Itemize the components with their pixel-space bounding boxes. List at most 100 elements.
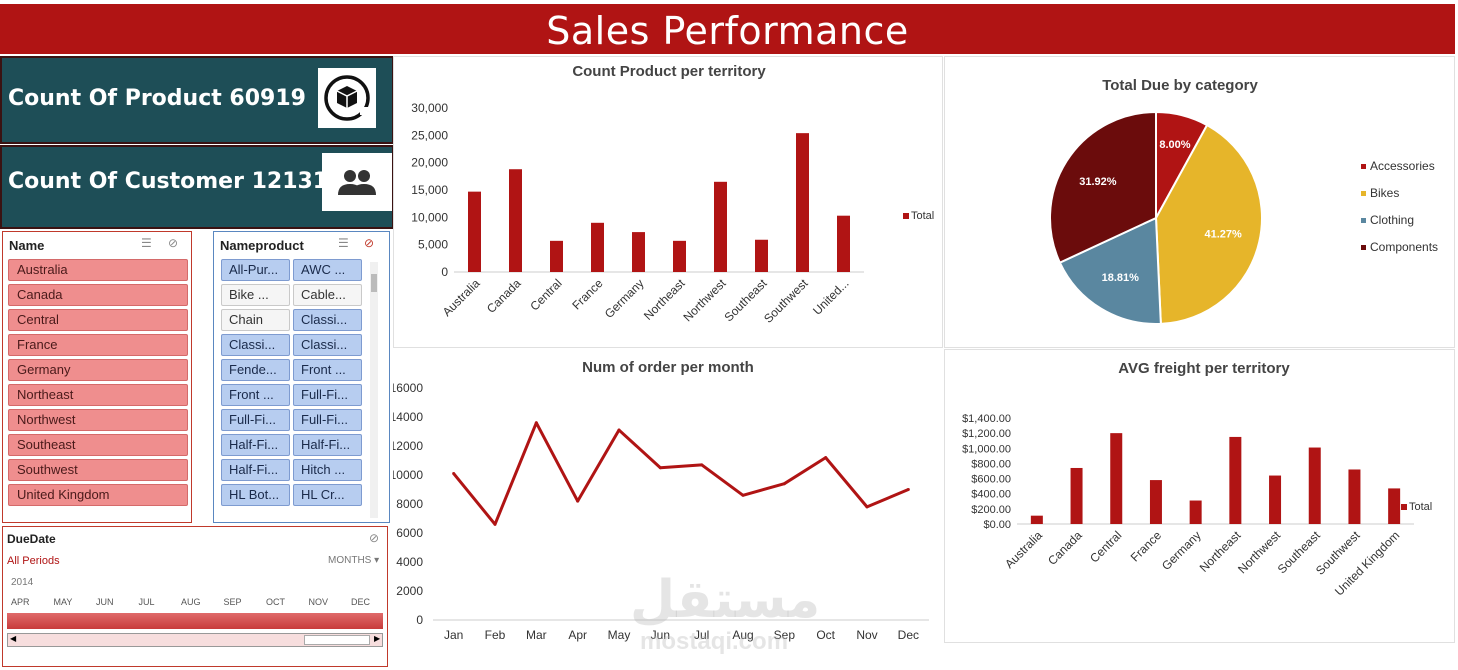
timeline-month-label[interactable]: SEP	[223, 597, 242, 607]
x-tick-label: Aug	[732, 628, 753, 642]
y-tick-label: $1,400.00	[962, 413, 1011, 425]
bar	[673, 240, 686, 272]
product-slicer-item[interactable]: Hitch ...	[293, 459, 362, 481]
name-slicer-item[interactable]: Northeast	[8, 384, 188, 406]
x-tick-label: United...	[810, 276, 852, 318]
name-slicer-item[interactable]: Central	[8, 309, 188, 331]
legend-label: Bikes	[1370, 186, 1399, 200]
product-slicer-scrollbar[interactable]	[370, 262, 378, 518]
x-tick-label: Oct	[816, 628, 835, 642]
timeline-header: DueDate	[7, 532, 56, 546]
legend-label: Clothing	[1370, 213, 1414, 227]
kpi-customer-text: Count Of Customer 121317	[8, 169, 344, 194]
x-tick-label: Jul	[694, 628, 709, 642]
bar	[509, 169, 522, 272]
name-slicer-item[interactable]: Southwest	[8, 459, 188, 481]
bar	[1030, 515, 1043, 524]
bar	[591, 222, 604, 272]
pie-data-label: 18.81%	[1102, 272, 1140, 284]
name-slicer-item[interactable]: United Kingdom	[8, 484, 188, 506]
timeline-scrollbar[interactable]: ◀ ▶	[7, 633, 383, 647]
y-tick-label: 6000	[396, 526, 423, 540]
name-slicer-item[interactable]: France	[8, 334, 188, 356]
y-tick-label: 2000	[396, 584, 423, 598]
clear-filter-icon[interactable]: ⊘	[364, 236, 375, 250]
total-due-panel: Total Due by category 8.00% 41.27% 18.81% 3…	[944, 56, 1455, 348]
product-slicer-item[interactable]: Classi...	[293, 334, 362, 356]
timeline-month-label[interactable]: DEC	[351, 597, 371, 607]
name-slicer-item[interactable]: Northwest	[8, 409, 188, 431]
data-point	[493, 522, 497, 526]
x-tick-label: France	[569, 276, 606, 313]
product-slicer-item[interactable]: HL Bot...	[221, 484, 290, 506]
product-slicer-item[interactable]: Full-Fi...	[293, 409, 362, 431]
product-slicer-item[interactable]: Classi...	[221, 334, 290, 356]
name-slicer-item[interactable]: Southeast	[8, 434, 188, 456]
name-slicer-item[interactable]: Germany	[8, 359, 188, 381]
bar	[1189, 500, 1202, 524]
chart-title-orders-month: Num of order per month	[582, 359, 754, 376]
kpi-customer-card: Count Of Customer 121317	[0, 145, 394, 229]
bar	[1149, 480, 1162, 524]
y-tick-label: $400.00	[971, 489, 1011, 501]
legend-label: Components	[1370, 240, 1438, 254]
data-point	[741, 493, 745, 497]
timeline-month-label[interactable]: OCT	[266, 597, 285, 607]
product-slicer-item[interactable]: All-Pur...	[221, 259, 290, 281]
total-due-chart: 8.00% 41.27% 18.81% 31.92% Accessories Bikes C…	[1049, 110, 1438, 325]
product-slicer-item[interactable]: Half-Fi...	[221, 459, 290, 481]
clear-filter-icon[interactable]: ⊘	[369, 531, 380, 545]
product-slicer-item[interactable]: AWC ...	[293, 259, 362, 281]
x-tick-label: Mar	[526, 628, 547, 642]
clear-filter-icon[interactable]: ⊘	[168, 236, 179, 250]
product-slicer-item[interactable]: Classi...	[293, 309, 362, 331]
orders-month-panel: Num of order per month 0 2000 4000 6000 8000…	[393, 349, 943, 667]
timeline-month-label[interactable]: JUL	[138, 597, 155, 607]
product-slicer-item[interactable]: Half-Fi...	[221, 434, 290, 456]
y-tick-label: 12000	[393, 439, 423, 453]
name-slicer-item[interactable]: Australia	[8, 259, 188, 281]
legend-label: Accessories	[1370, 159, 1435, 173]
bar	[468, 191, 481, 272]
product-slicer: Nameproduct ☰ ⊘ All-Pur... AWC ... Bike ..…	[213, 231, 390, 523]
product-slicer-item[interactable]: Front ...	[293, 359, 362, 381]
product-slicer-item[interactable]: Full-Fi...	[293, 384, 362, 406]
chart-title-count-product: Count Product per territory	[572, 63, 766, 80]
timeline-level-dropdown[interactable]: MONTHS ▾	[328, 555, 380, 566]
duedate-timeline: DueDate ⊘ All Periods MONTHS ▾ 2014 APR M…	[2, 526, 388, 667]
timeline-bar[interactable]	[7, 613, 383, 629]
timeline-month-label[interactable]: MAY	[53, 597, 73, 607]
product-slicer-item[interactable]: Half-Fi...	[293, 434, 362, 456]
product-slicer-item[interactable]: Full-Fi...	[221, 409, 290, 431]
data-point	[700, 463, 704, 467]
pie-data-label: 31.92%	[1079, 176, 1117, 188]
timeline-month-label[interactable]: NOV	[308, 597, 329, 607]
data-point	[906, 488, 910, 491]
timeline-month-label[interactable]: JUN	[96, 597, 114, 607]
product-slicer-item[interactable]: HL Cr...	[293, 484, 362, 506]
product-slicer-header: Nameproduct	[220, 238, 304, 253]
scroll-right-icon[interactable]: ▶	[374, 634, 381, 643]
product-slicer-item[interactable]: Front ...	[221, 384, 290, 406]
timeline-month-label[interactable]: AUG	[181, 597, 201, 607]
scroll-left-icon[interactable]: ◀	[10, 634, 17, 643]
product-slicer-item[interactable]: Chain	[221, 309, 290, 331]
multi-select-icon[interactable]: ☰	[141, 236, 152, 250]
watermark-ar: مستقل	[630, 570, 821, 630]
product-slicer-item[interactable]: Cable...	[293, 284, 362, 306]
multi-select-icon[interactable]: ☰	[338, 236, 349, 250]
orders-month-chart: 0 2000 4000 6000 8000 10000 12000 14000 16000 Jan…	[393, 381, 929, 642]
y-tick-label: 4000	[396, 555, 423, 569]
series-line	[452, 421, 909, 526]
x-tick-label: Dec	[898, 628, 919, 642]
timeline-month-label[interactable]: APR	[11, 597, 30, 607]
bar	[1229, 436, 1242, 524]
timeline-year: 2014	[11, 577, 34, 588]
data-point	[824, 456, 828, 460]
product-slicer-item[interactable]: Fende...	[221, 359, 290, 381]
name-slicer-item[interactable]: Canada	[8, 284, 188, 306]
count-product-chart: 0 5,000 10,000 15,000 20,000 25,000 30,000 Aust…	[411, 101, 934, 326]
x-tick-label: Northwest	[681, 276, 730, 325]
product-slicer-item[interactable]: Bike ...	[221, 284, 290, 306]
pie-slice	[1154, 123, 1263, 325]
